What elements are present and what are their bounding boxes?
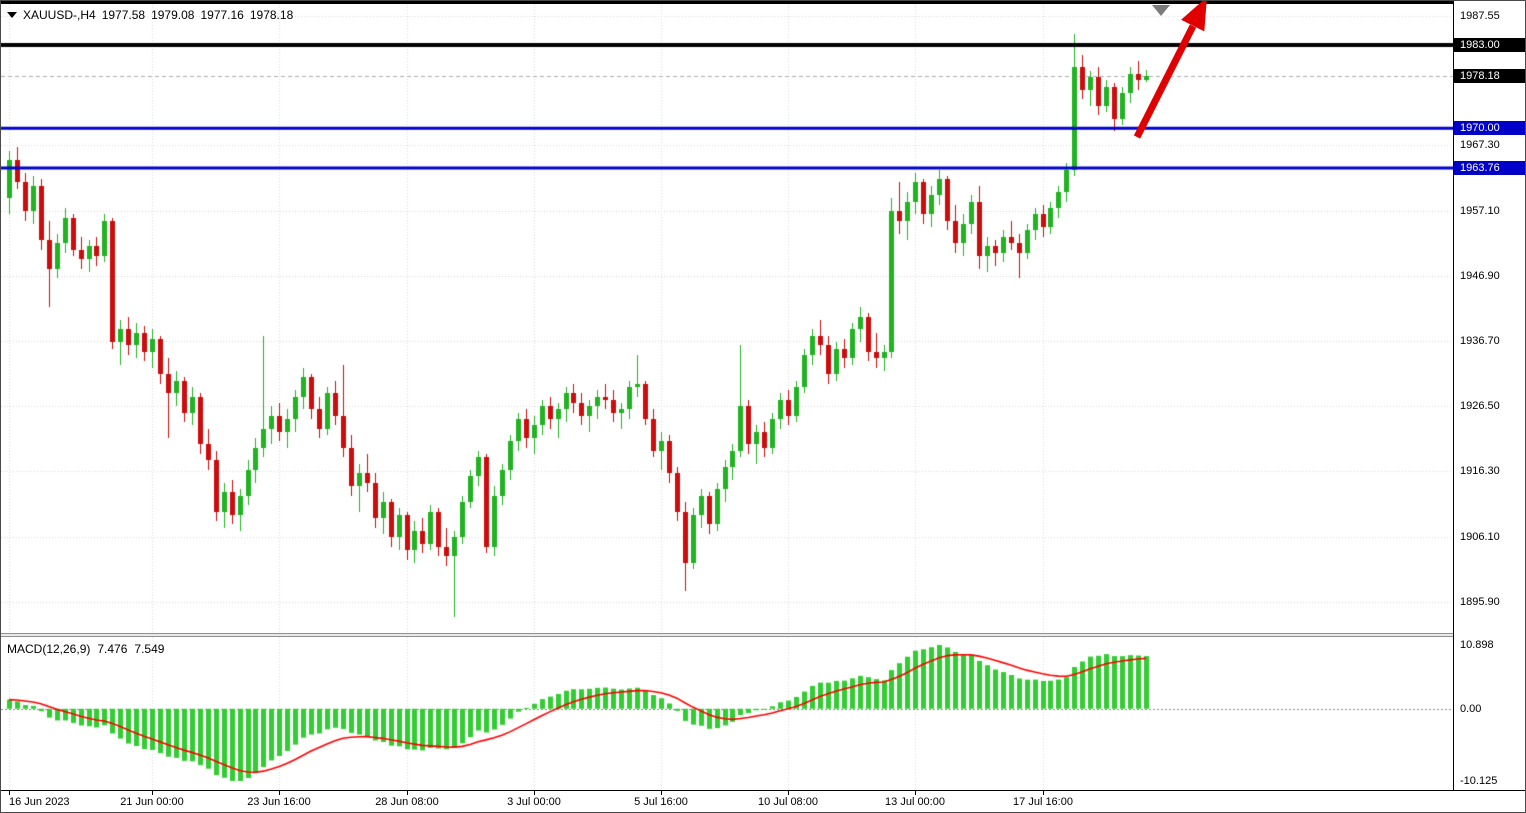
price-tick-label: 1967.30 [1460,139,1500,152]
price-badge: 1970.00 [1454,121,1525,136]
time-axis-label: 5 Jul 16:00 [634,796,688,808]
price-badge: 1983.00 [1454,38,1525,53]
macd-tick-label: 0.00 [1460,702,1482,715]
chart-shift-marker-icon[interactable] [1152,5,1170,16]
time-axis-tick [152,791,153,795]
price-tick-label: 1916.30 [1460,465,1500,478]
time-axis-tick [1043,791,1044,795]
trend-arrow-head [1181,1,1207,32]
price-axis[interactable]: 1987.55 1967.30 1957.10 1946.90 1936.70 1926.… [1453,1,1525,790]
time-axis-label: 13 Jul 00:00 [885,796,945,808]
macd-tick-label: -10.125 [1460,775,1498,787]
time-axis-label: 10 Jul 08:00 [758,796,818,808]
time-axis-label: 28 Jun 08:00 [375,796,439,808]
ohlc-low: 1977.16 [200,8,244,22]
price-tick-label: 1906.10 [1460,530,1500,543]
price-tick-label: 1987.55 [1460,10,1500,23]
trend-arrow-line [1133,24,1197,139]
time-axis-tick [915,791,916,795]
panel-separator[interactable] [1,633,1525,637]
time-axis-label: 23 Jun 16:00 [247,796,311,808]
price-tick-label: 1936.70 [1460,334,1500,347]
chart-collapse-icon[interactable] [7,12,17,18]
macd-name: MACD(12,26,9) [7,642,91,656]
time-axis-label: 17 Jul 16:00 [1013,796,1073,808]
ohlc-open: 1977.58 [101,8,146,22]
price-badge: 1963.76 [1454,161,1525,176]
chart-ohlc-header: XAUUSD-,H4 1977.58 1979.08 1977.16 1978.… [7,8,293,22]
time-axis-label: 16 Jun 2023 [9,796,70,808]
time-axis-tick [9,791,10,795]
macd-tick-label: 10.898 [1460,639,1494,651]
chart-symbol-period: XAUUSD-,H4 [23,8,96,22]
time-axis-tick [407,791,408,795]
price-chart-canvas[interactable] [1,1,1453,633]
price-tick-label: 1957.10 [1460,204,1500,217]
price-tick-label: 1895.90 [1460,595,1500,608]
time-axis-tick [279,791,280,795]
time-axis-label: 21 Jun 00:00 [120,796,184,808]
time-axis[interactable]: 16 Jun 2023 21 Jun 00:00 23 Jun 16:00 28 Ju… [1,790,1525,812]
price-tick-label: 1926.50 [1460,400,1500,413]
price-tick-label: 1946.90 [1460,269,1500,282]
macd-signal-value: 7.549 [134,642,165,656]
trend-arrow-annotation[interactable] [1101,1,1241,161]
price-badge: 1978.18 [1454,68,1525,83]
macd-panel-canvas[interactable] [1,637,1453,789]
time-axis-tick [788,791,789,795]
macd-indicator-label: MACD(12,26,9) 7.476 7.549 [7,642,164,656]
macd-main-value: 7.476 [97,642,128,656]
time-axis-tick [661,791,662,795]
time-axis-tick [534,791,535,795]
time-axis-label: 3 Jul 00:00 [507,796,561,808]
ohlc-high: 1979.08 [151,8,195,22]
window-top-border [1,1,1525,4]
ohlc-close: 1978.18 [249,8,294,22]
